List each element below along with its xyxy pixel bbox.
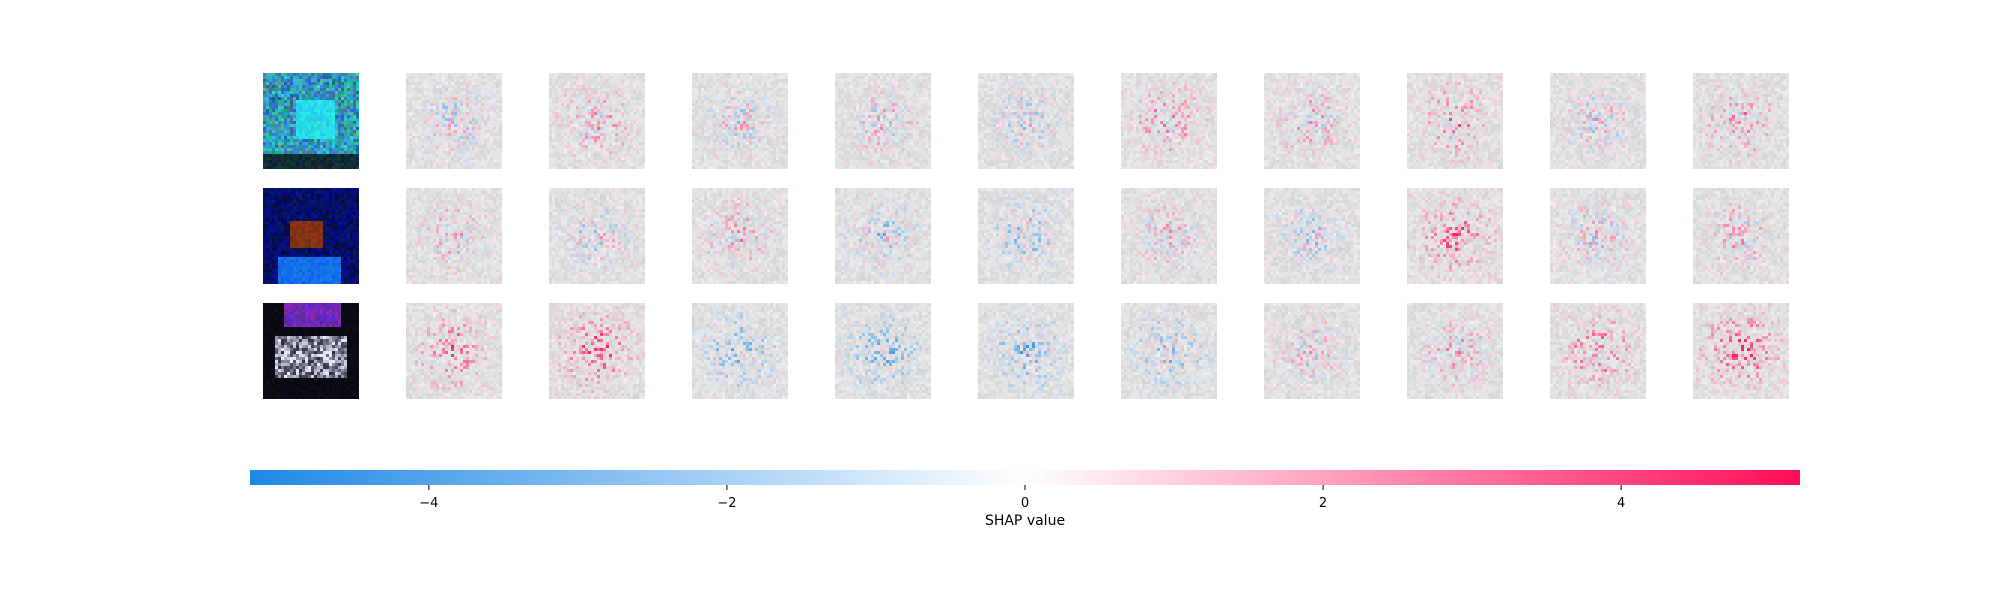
shap-heatmap-tile [835,303,931,399]
input-image [263,188,359,284]
shap-heatmap-tile [692,303,788,399]
shap-heatmap-tile [1693,188,1789,284]
shap-heatmap-tile [978,188,1074,284]
shap-heatmap-tile [978,73,1074,169]
shap-heatmap-tile [692,188,788,284]
image-grid [263,73,1789,399]
shap-heatmap-tile [692,73,788,169]
shap-heatmap-tile [1693,73,1789,169]
colorbar-tick-label: 2 [1319,496,1327,511]
shap-heatmap-tile [1121,188,1217,284]
shap-heatmap-tile [1121,303,1217,399]
shap-heatmap-tile [1407,188,1503,284]
shap-heatmap-tile [549,73,645,169]
colorbar-tick-label: −2 [717,496,736,511]
shap-heatmap-tile [1407,303,1503,399]
colorbar-xlabel: SHAP value [985,513,1065,529]
shap-heatmap-tile [1264,303,1360,399]
colorbar: −4 −2 0 2 4 SHAP value [250,470,1800,529]
shap-heatmap-tile [1264,73,1360,169]
shap-heatmap-tile [406,303,502,399]
shap-heatmap-tile [549,188,645,284]
shap-heatmap-tile [978,303,1074,399]
shap-heatmap-tile [1550,73,1646,169]
input-image [263,73,359,169]
shap-heatmap-tile [1264,188,1360,284]
colorbar-tick-label: −4 [419,496,438,511]
colorbar-gradient [250,470,1800,485]
shap-heatmap-tile [406,188,502,284]
shap-heatmap-tile [406,73,502,169]
shap-heatmap-tile [1121,73,1217,169]
colorbar-tick-label: 4 [1617,496,1625,511]
shap-heatmap-tile [835,73,931,169]
shap-heatmap-tile [1550,188,1646,284]
shap-heatmap-tile [835,188,931,284]
colorbar-tick-label: 0 [1021,496,1029,511]
input-image [263,303,359,399]
shap-heatmap-tile [1407,73,1503,169]
shap-heatmap-tile [549,303,645,399]
shap-heatmap-tile [1693,303,1789,399]
shap-heatmap-tile [1550,303,1646,399]
